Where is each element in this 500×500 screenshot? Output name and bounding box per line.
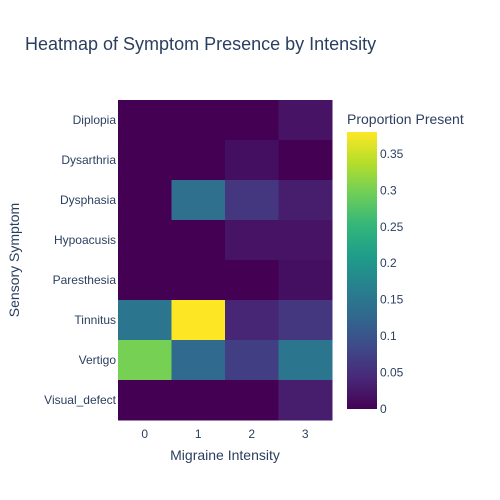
- heatmap-cell: [225, 300, 279, 341]
- heatmap-cell: [118, 260, 172, 301]
- heatmap-cell: [278, 380, 333, 421]
- heatmap-cell: [171, 140, 226, 181]
- x-axis-ticks: 0 1 2 3: [141, 427, 309, 441]
- y-tick-label: Hypoacusis: [54, 233, 116, 247]
- heatmap-cell: [278, 100, 333, 141]
- heatmap-cell: [278, 300, 333, 341]
- heatmap-cell: [171, 220, 226, 261]
- y-tick-label: Tinnitus: [74, 313, 116, 327]
- colorbar-gradient: [347, 132, 377, 409]
- heatmap-cell: [171, 100, 226, 141]
- heatmap-cell: [118, 180, 172, 221]
- y-axis-title: Sensory Symptom: [6, 203, 22, 317]
- y-tick-label: Dysphasia: [60, 193, 116, 207]
- heatmap-cell: [225, 180, 279, 221]
- x-tick-label: 3: [302, 427, 309, 441]
- heatmap-cell: [171, 180, 226, 221]
- colorbar-ticks: 0 0.05 0.1 0.15 0.2 0.25 0.3 0.35: [380, 147, 404, 416]
- y-tick-label: Vertigo: [79, 353, 117, 367]
- colorbar-title: Proportion Present: [347, 111, 464, 127]
- heatmap-cell: [225, 380, 279, 421]
- heatmap-cell: [225, 140, 279, 181]
- x-axis-title: Migraine Intensity: [170, 447, 280, 463]
- heatmap-cell: [171, 380, 226, 421]
- colorbar-tick-label: 0.15: [380, 293, 404, 307]
- heatmap-cell: [171, 260, 226, 301]
- heatmap-cell: [118, 100, 172, 141]
- colorbar-tick-label: 0.3: [380, 183, 397, 197]
- heatmap-cells: [118, 100, 333, 421]
- colorbar-tick-label: 0: [380, 402, 387, 416]
- heatmap-cell: [278, 180, 333, 221]
- heatmap-cell: [278, 220, 333, 261]
- heatmap-cell: [118, 140, 172, 181]
- heatmap-cell: [225, 260, 279, 301]
- heatmap-cell: [118, 220, 172, 261]
- colorbar-tick-label: 0.35: [380, 147, 404, 161]
- colorbar-tick-label: 0.2: [380, 256, 397, 270]
- heatmap-cell: [118, 340, 172, 381]
- heatmap-cell: [118, 380, 172, 421]
- heatmap-cell: [225, 220, 279, 261]
- y-tick-label: Dysarthria: [61, 153, 116, 167]
- heatmap-cell: [278, 260, 333, 301]
- heatmap-cell: [225, 340, 279, 381]
- heatmap-cell: [171, 300, 226, 341]
- colorbar-tick-label: 0.25: [380, 220, 404, 234]
- y-tick-label: Visual_defect: [44, 393, 116, 407]
- heatmap-cell: [118, 300, 172, 341]
- x-tick-label: 2: [248, 427, 255, 441]
- colorbar-tick-label: 0.1: [380, 329, 397, 343]
- chart-title: Heatmap of Symptom Presence by Intensity: [25, 34, 376, 54]
- y-tick-label: Paresthesia: [53, 273, 117, 287]
- x-tick-label: 0: [141, 427, 148, 441]
- x-tick-label: 1: [195, 427, 202, 441]
- y-tick-label: Diplopia: [73, 113, 117, 127]
- heatmap-cell: [171, 340, 226, 381]
- y-axis-ticks: Diplopia Dysarthria Dysphasia Hypoacusis Par…: [44, 113, 116, 407]
- heatmap-cell: [278, 340, 333, 381]
- heatmap-cell: [225, 100, 279, 141]
- colorbar-tick-label: 0.05: [380, 366, 404, 380]
- heatmap-cell: [278, 140, 333, 181]
